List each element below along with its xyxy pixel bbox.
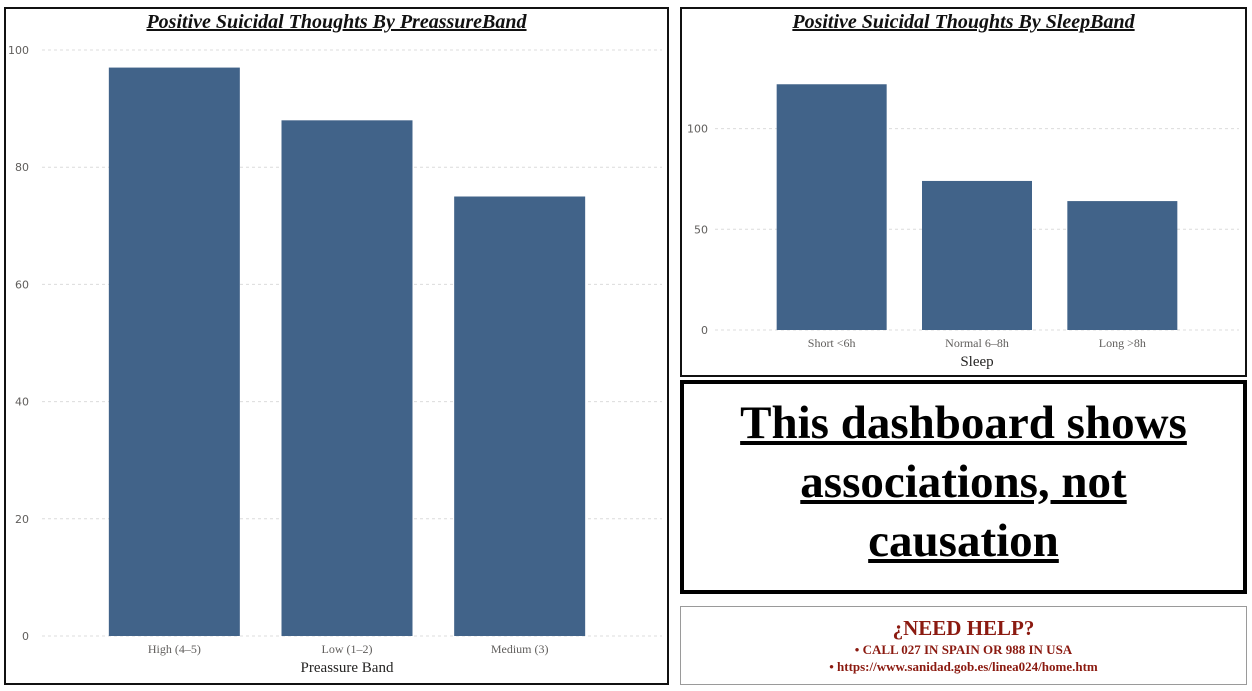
pressure-y-tick-label: 60 bbox=[15, 278, 29, 291]
disclaimer-text: This dashboard shows associations, not c… bbox=[684, 394, 1243, 571]
pressure-y-tick-label: 100 bbox=[8, 44, 29, 57]
pressure-y-tick-label: 80 bbox=[15, 161, 29, 174]
sleep-category-label: Long >8h bbox=[1099, 336, 1146, 350]
pressure-category-label: High (4–5) bbox=[148, 642, 201, 656]
disclaimer-panel: This dashboard shows associations, not c… bbox=[680, 380, 1247, 594]
pressure-x-axis-title: Preassure Band bbox=[301, 660, 394, 676]
disclaimer-line-1: This dashboard shows bbox=[740, 397, 1187, 449]
pressure-y-tick-label: 0 bbox=[22, 630, 29, 643]
help-phone-line: • CALL 027 IN SPAIN OR 988 IN USA bbox=[854, 642, 1073, 657]
help-url-link[interactable]: • https://www.sanidad.gob.es/linea024/ho… bbox=[829, 659, 1098, 674]
sleep-y-tick-label: 100 bbox=[687, 123, 708, 136]
help-title: ¿NEED HELP? bbox=[892, 616, 1035, 640]
sleep-chart-title: Positive Suicidal Thoughts By SleepBand bbox=[792, 11, 1135, 33]
pressure-bar bbox=[454, 196, 586, 636]
pressure-bar bbox=[108, 67, 240, 636]
sleep-band-chart-panel: Positive Suicidal Thoughts By SleepBand … bbox=[680, 7, 1247, 377]
pressure-chart-title: Positive Suicidal Thoughts By PreassureB… bbox=[146, 11, 527, 33]
sleep-bar bbox=[776, 84, 887, 330]
pressure-bar bbox=[281, 120, 413, 636]
sleep-x-axis-title: Sleep bbox=[960, 354, 993, 370]
pressure-category-label: Medium (3) bbox=[491, 642, 549, 656]
sleep-bar bbox=[922, 180, 1032, 330]
sleep-category-label: Short <6h bbox=[808, 336, 856, 350]
sleep-band-chart: 0 50 100 Short <6h Normal 6–8h Long >8h Sleep bbox=[687, 84, 1239, 370]
disclaimer-line-3: causation bbox=[868, 515, 1059, 567]
disclaimer-line-2: associations, not bbox=[800, 456, 1127, 508]
pressure-y-tick-label: 20 bbox=[15, 513, 29, 526]
pressure-band-chart: 0 20 40 60 80 100 High (4–5) Low (1–2) Medium (3… bbox=[8, 44, 662, 676]
sleep-y-tick-label: 0 bbox=[701, 324, 708, 337]
pressure-band-chart-panel: Positive Suicidal Thoughts By PreassureB… bbox=[4, 7, 669, 685]
pressure-y-tick-label: 40 bbox=[15, 396, 29, 409]
sleep-bar bbox=[1067, 201, 1178, 330]
pressure-category-label: Low (1–2) bbox=[322, 642, 373, 656]
sleep-category-label: Normal 6–8h bbox=[945, 336, 1009, 350]
sleep-y-tick-label: 50 bbox=[694, 223, 708, 236]
help-panel: ¿NEED HELP? • CALL 027 IN SPAIN OR 988 I… bbox=[680, 606, 1247, 685]
